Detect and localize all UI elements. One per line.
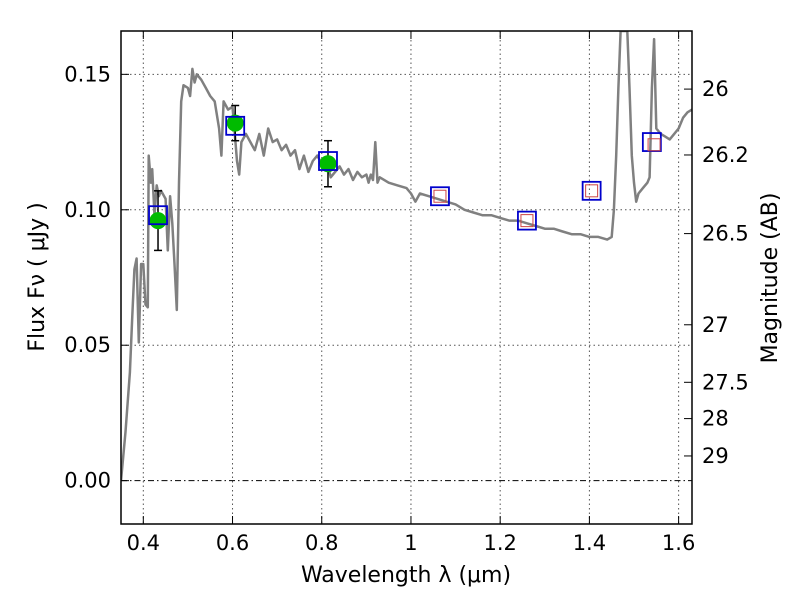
predicted-photometry-box (585, 184, 599, 198)
model-photometry-box (517, 210, 537, 231)
mag-tick-label: 26.5 (702, 222, 749, 246)
model-photometry-box (225, 115, 246, 136)
model-photometry-box (581, 180, 602, 201)
model-photometry-box (148, 205, 168, 226)
x-tick-label: 0.6 (216, 531, 249, 555)
y2-axis-label: Magnitude (AB) (758, 193, 783, 364)
y-axis-label: Flux Fν ( μJy ) (25, 202, 50, 351)
x-axis-label: Wavelength λ (μm) (301, 563, 511, 588)
marker-layer (148, 104, 662, 252)
predicted-photometry-box (520, 214, 534, 228)
y-tick-label: 0.15 (64, 62, 111, 86)
observed-point (226, 114, 244, 132)
y-tick-label: 0.10 (64, 198, 111, 222)
mag-tick-label: 27 (702, 313, 729, 337)
y-tick-label: 0.00 (64, 469, 111, 493)
mag-tick-label: 27.5 (702, 370, 749, 394)
x-tick-label: 1 (404, 531, 417, 555)
plot-frame (120, 30, 693, 525)
mag-tick-label: 29 (702, 444, 729, 468)
x-tick-label: 1.6 (662, 531, 695, 555)
ticks: 0.4 0.6 0.8 1 1.2 1.4 1.6 0.00 0.05 0.10 0.15 26 26.… (64, 31, 749, 555)
predicted-photometry-box (433, 189, 447, 203)
x-tick-label: 1.2 (483, 531, 516, 555)
observed-point (319, 155, 337, 173)
grid (121, 31, 692, 524)
x-tick-label: 0.4 (127, 531, 160, 555)
y-tick-label: 0.05 (64, 333, 111, 357)
plot-area (121, 31, 692, 524)
model-photometry-box (318, 151, 338, 171)
observed-point (149, 212, 167, 230)
model-photometry-box (430, 186, 450, 207)
predicted-photometry-box (647, 138, 661, 152)
mag-tick-label: 26 (702, 77, 729, 101)
mag-tick-label: 28 (702, 407, 729, 431)
mag-tick-label: 26.2 (702, 143, 749, 167)
x-tick-label: 1.4 (573, 531, 606, 555)
x-tick-label: 0.8 (305, 531, 338, 555)
